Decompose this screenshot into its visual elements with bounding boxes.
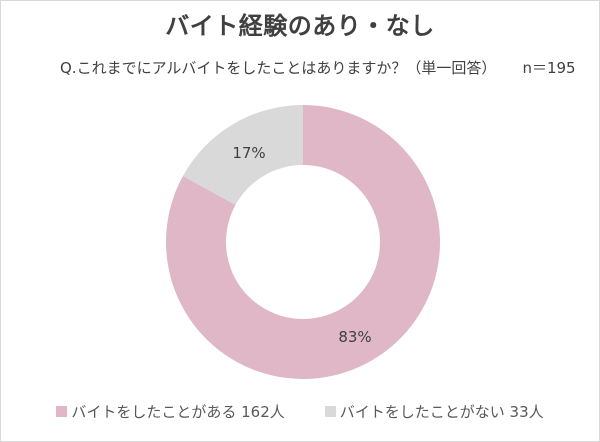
legend-label-yes: バイトをしたことがある 162人 [71, 403, 285, 421]
legend-item-no: バイトをしたことがない 33人 [324, 401, 544, 422]
legend: バイトをしたことがある 162人 バイトをしたことがない 33人 [0, 401, 600, 422]
legend-swatch-yes [56, 406, 68, 417]
data-label-yes: 83% [338, 328, 371, 346]
donut-slices [166, 105, 440, 379]
chart-title: バイト経験のあり・なし [165, 12, 435, 40]
question-label: Q.これまでにアルバイトをしたことはありますか？（単一回答） [60, 59, 497, 77]
legend-swatch-no [324, 406, 336, 417]
sample-size: n＝195 [522, 59, 576, 77]
legend-item-yes: バイトをしたことがある 162人 [56, 401, 285, 422]
legend-label-no: バイトをしたことがない 33人 [339, 403, 544, 421]
data-label-no: 17% [232, 144, 265, 162]
donut-slice-yes [166, 105, 440, 379]
donut-slice-no [182, 105, 303, 205]
question-text: Q.これまでにアルバイトをしたことはありますか？（単一回答） n＝195 [60, 57, 576, 78]
